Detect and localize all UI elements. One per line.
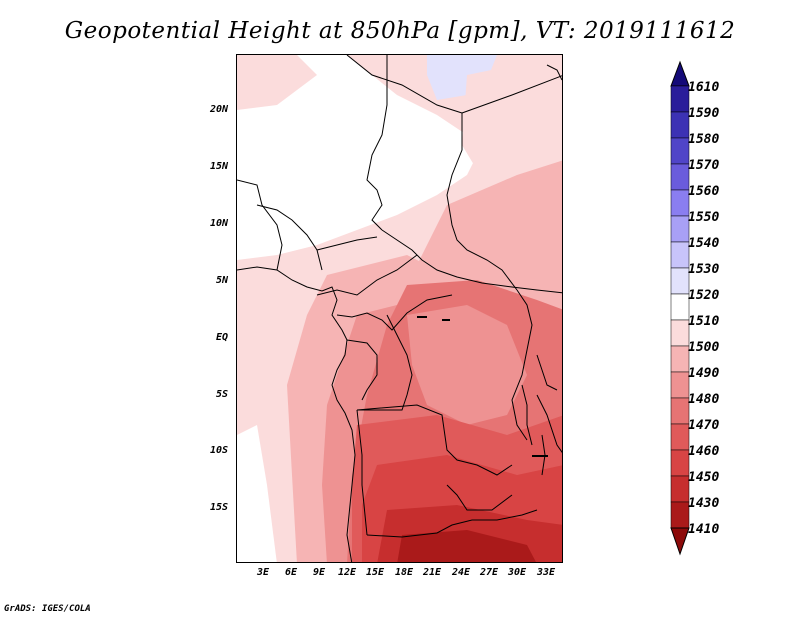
lake-tanganyika [521, 384, 533, 446]
lat-label-5s: 5S [215, 389, 228, 400]
lat-label-5n: 5N [215, 275, 228, 286]
lat-label-10s: 10S [209, 445, 228, 456]
field-band-1480-congo [407, 305, 527, 425]
lake-mark-1 [417, 316, 427, 318]
lon-label-30e: 30E [508, 567, 527, 578]
field-band-1500-ne [462, 55, 562, 170]
colorbar-cell-1530 [670, 241, 690, 269]
colorbar-cell-1470 [670, 397, 690, 425]
lat-label-20n: 20N [209, 104, 228, 115]
lon-label-12e: 12E [338, 567, 357, 578]
colorbar-cell-1480 [670, 371, 690, 399]
colorbar-label-1580: 1580 [688, 132, 720, 147]
colorbar-cell-1410 [670, 501, 690, 529]
lon-label-3e: 3E [257, 567, 270, 578]
lat-label-eq: EQ [215, 332, 228, 343]
map-plot-area [236, 54, 563, 563]
border-angola-namibia [366, 509, 538, 538]
colorbar-cell-1560 [670, 163, 690, 191]
field-band-1410 [397, 530, 536, 562]
colorbar-cell-1510 [670, 293, 690, 321]
sinai-coast [546, 64, 562, 81]
colorbar-label-1460: 1460 [688, 444, 720, 459]
colorbar-label-1520: 1520 [688, 288, 720, 303]
border-west-africa [237, 179, 283, 271]
map-borders [237, 55, 562, 562]
colorbar-cell-1540 [670, 215, 690, 243]
border-sudan [446, 115, 518, 291]
colorbar-label-1410: 1410 [688, 522, 720, 537]
colorbar-cell-1430 [670, 475, 690, 503]
border-niger-chad [366, 55, 388, 231]
border-gabon [346, 339, 378, 401]
colorbar-label-1570: 1570 [688, 158, 720, 173]
colorbar-cell-1520 [670, 267, 690, 295]
lon-label-6e: 6E [285, 567, 298, 578]
lon-label-33e: 33E [537, 567, 556, 578]
colorbar-cell-1580 [670, 111, 690, 139]
border-angola-west [356, 409, 368, 536]
colorbar-label-1500: 1500 [688, 340, 720, 355]
colorbar-label-1610: 1610 [688, 80, 720, 95]
border-nigeria-niger [316, 236, 378, 251]
lon-label-9e: 9E [313, 567, 326, 578]
field-band-1500-nw [237, 55, 317, 110]
colorbar-label-1540: 1540 [688, 236, 720, 251]
lon-label-21e: 21E [423, 567, 442, 578]
border-zambia [446, 484, 513, 511]
colorbar-bottom-arrow [670, 527, 690, 556]
border-drc-east [511, 289, 533, 441]
lon-label-18e: 18E [395, 567, 414, 578]
colorbar-cell-1570 [670, 137, 690, 165]
colorbar-cell-1500 [670, 319, 690, 347]
colorbar-label-1430: 1430 [688, 496, 720, 511]
colorbar-label-1490: 1490 [688, 366, 720, 381]
colorbar-cell-1550 [670, 189, 690, 217]
colorbar-cell-1590 [670, 85, 690, 113]
map-svg [237, 55, 562, 562]
colorbar-cell-1450 [670, 449, 690, 477]
lon-label-27e: 27E [480, 567, 499, 578]
border-congo-north [336, 294, 453, 331]
colorbar-cell-1460 [670, 423, 690, 451]
colorbar-label-1510: 1510 [688, 314, 720, 329]
border-drc-west [357, 314, 413, 411]
lake-marks [417, 316, 548, 457]
border-cameroon [316, 254, 418, 296]
lon-label-15e: 15E [366, 567, 385, 578]
colorbar-label-1530: 1530 [688, 262, 720, 277]
colorbar [670, 60, 690, 556]
chart-title: Geopotential Height at 850hPa [gpm], VT:… [64, 18, 736, 44]
lake-mark-3 [532, 455, 548, 457]
grads-credit: GrADS: IGES/COLA [4, 604, 91, 614]
border-nigeria-benin [256, 204, 323, 271]
lake-victoria [536, 354, 558, 391]
border-car [381, 229, 562, 294]
lake-mark-2 [442, 319, 450, 321]
lat-label-15s: 15S [209, 502, 228, 513]
colorbar-label-1470: 1470 [688, 418, 720, 433]
field-band-1520 [427, 55, 497, 100]
colorbar-top-arrow [670, 60, 690, 87]
lon-label-24e: 24E [452, 567, 471, 578]
lat-label-15n: 15N [209, 161, 228, 172]
colorbar-cell-1490 [670, 345, 690, 373]
lat-label-10n: 10N [209, 218, 228, 229]
border-libya-egypt [461, 75, 562, 114]
field-band-1510-sw [237, 425, 277, 562]
border-tanzania [536, 394, 562, 454]
colorbar-label-1590: 1590 [688, 106, 720, 121]
border-angola-drc [356, 404, 513, 476]
field-band-1510 [237, 55, 477, 260]
colorbar-label-1550: 1550 [688, 210, 720, 225]
colorbar-label-1560: 1560 [688, 184, 720, 199]
colorbar-label-1480: 1480 [688, 392, 720, 407]
colorbar-label-1450: 1450 [688, 470, 720, 485]
atlantic-coastline [237, 266, 356, 562]
